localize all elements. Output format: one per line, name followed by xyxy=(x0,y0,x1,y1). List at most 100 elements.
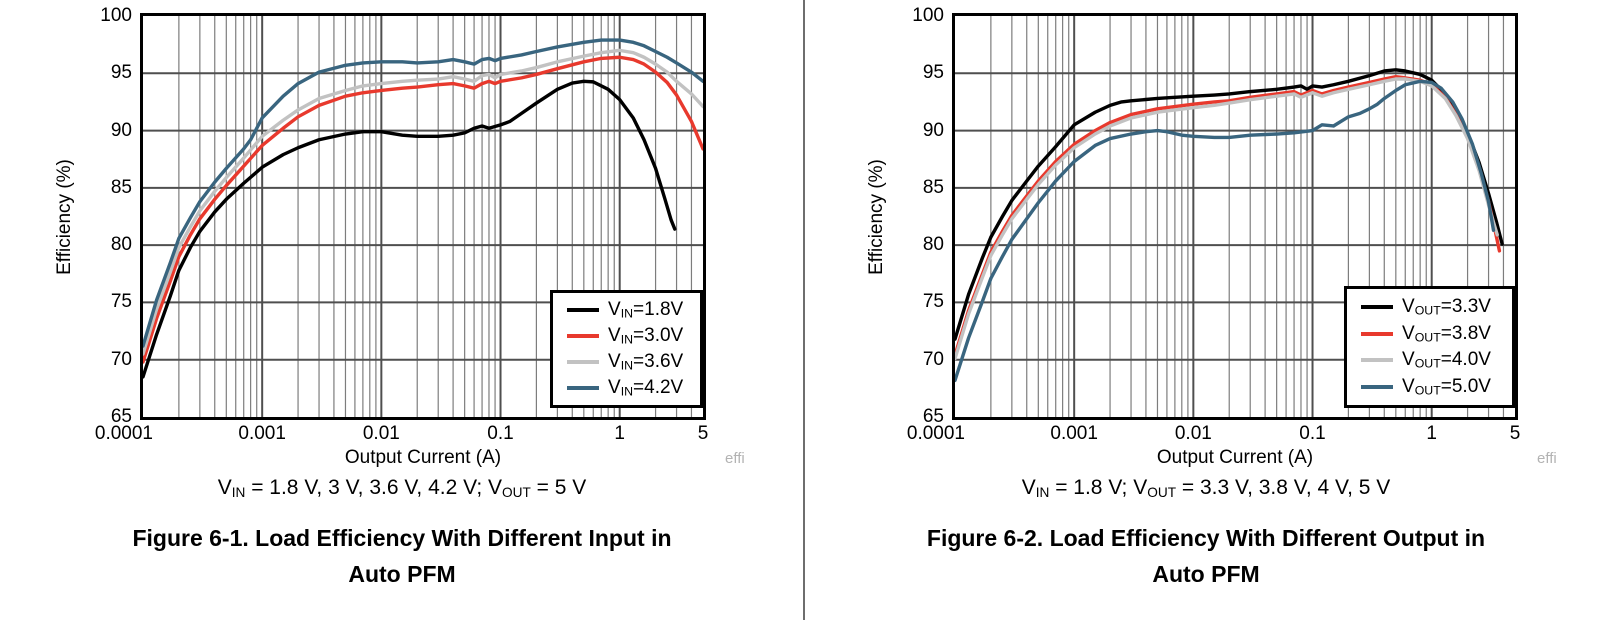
x-tick-label: 0.001 xyxy=(238,423,286,444)
y-tick-label: 80 xyxy=(110,234,132,256)
legend-item: VOUT=4.0V xyxy=(1351,349,1508,371)
subscript-text: OUT xyxy=(1147,485,1177,500)
legend-line-swatch xyxy=(1361,304,1393,309)
legend-label: VIN=4.2V xyxy=(608,377,683,399)
subscript-text: OUT xyxy=(502,485,531,500)
legend-line-swatch xyxy=(567,386,599,390)
label-text: =4.2V xyxy=(633,377,684,398)
label-text: =3.0V xyxy=(633,325,684,346)
subscript-text: IN xyxy=(620,358,634,373)
legend-line-swatch xyxy=(1361,331,1393,336)
label-text: =1.8V xyxy=(633,299,684,320)
label-text: =4.0V xyxy=(1440,349,1491,371)
label-text: V xyxy=(608,377,621,398)
x-axis-title: Output Current (A) xyxy=(1156,447,1314,468)
subscript-text: IN xyxy=(1035,485,1050,500)
y-tick-label: 65 xyxy=(922,406,944,427)
legend-label: VIN=1.8V xyxy=(608,299,683,321)
legend-line-swatch xyxy=(1361,358,1393,363)
label-text: = 1.8 V, 3 V, 3.6 V, 4.2 V; V xyxy=(245,476,503,499)
x-tick-label: 1 xyxy=(614,423,625,444)
y-tick-label: 100 xyxy=(100,5,132,26)
y-tick-label: 65 xyxy=(110,406,132,427)
x-tick-label: 0.01 xyxy=(362,423,400,444)
label-text: V xyxy=(608,351,621,372)
x-tick-label: 1 xyxy=(1426,423,1437,444)
label-text: =3.6V xyxy=(633,351,684,372)
legend-label: VOUT=5.0V xyxy=(1402,376,1491,398)
x-tick-label: 0.001 xyxy=(1050,423,1098,444)
series-line-vin-3.0v xyxy=(143,55,703,364)
label-text: V xyxy=(608,299,621,320)
figure-title: Figure 6-1. Load Efficiency With Differe… xyxy=(0,520,804,592)
efficiency-chart xyxy=(140,13,706,420)
watermark-text: effi xyxy=(725,450,745,467)
legend-line-swatch xyxy=(567,308,599,312)
series-line-vout-5.0v xyxy=(955,79,1496,383)
label-text: =3.3V xyxy=(1440,295,1491,317)
y-tick-label: 95 xyxy=(922,62,944,84)
y-tick-label: 95 xyxy=(110,62,132,84)
y-tick-label: 85 xyxy=(922,176,944,198)
y-tick-label: 70 xyxy=(922,348,944,370)
label-text: =5.0V xyxy=(1440,376,1491,398)
legend-line-swatch xyxy=(1361,385,1393,390)
x-tick-label: 0.0001 xyxy=(94,423,153,444)
column-divider xyxy=(803,0,805,620)
x-axis-title: Output Current (A) xyxy=(344,447,502,468)
series-line-vout-4.0v xyxy=(955,77,1499,361)
legend-item: VIN=3.6V xyxy=(557,351,696,373)
legend-item: VIN=1.8V xyxy=(557,299,696,321)
label-text: V xyxy=(1402,322,1415,344)
figure-title-line1: Figure 6-2. Load Efficiency With Differe… xyxy=(926,525,1486,551)
figure-6-1-panel: Efficiency (%) 100 95 90 85 80 75 70 65 0.0001 0… xyxy=(0,5,804,592)
label-text: = 5 V xyxy=(530,476,587,499)
subscript-text: OUT xyxy=(1414,383,1441,398)
legend-item: VIN=3.0V xyxy=(557,325,696,347)
plot-border xyxy=(952,13,1518,420)
legend-label: VOUT=4.0V xyxy=(1402,349,1491,371)
subscript-text: IN xyxy=(620,384,634,399)
legend-line-swatch xyxy=(567,360,599,364)
legend: VIN=1.8V VIN=3.0V VIN=3.6V VIN=4.2V xyxy=(550,290,703,408)
label-text: =3.8V xyxy=(1440,322,1491,344)
figure-title: Figure 6-2. Load Efficiency With Differe… xyxy=(804,520,1608,592)
x-tick-label: 0.01 xyxy=(1174,423,1212,444)
figure-6-2-panel: Efficiency (%) 100 95 90 85 80 75 70 65 0.0001 0… xyxy=(804,0,1608,620)
label-text: V xyxy=(217,476,232,499)
label-text: V xyxy=(608,325,621,346)
label-text: V xyxy=(1402,295,1415,317)
legend-label: VIN=3.6V xyxy=(608,351,683,373)
test-condition: VIN = 1.8 V; VOUT = 3.3 V, 3.8 V, 4 V, 5… xyxy=(804,476,1608,500)
y-tick-label: 75 xyxy=(922,291,944,313)
legend-item: VOUT=3.8V xyxy=(1351,323,1508,345)
subscript-text: IN xyxy=(620,332,634,347)
legend-item: VIN=4.2V xyxy=(557,377,696,399)
label-text: = 1.8 V; V xyxy=(1049,476,1148,499)
label-text: = 3.3 V, 3.8 V, 4 V, 5 V xyxy=(1176,476,1391,499)
label-text: V xyxy=(1021,476,1036,499)
legend-label: VIN=3.0V xyxy=(608,325,683,347)
x-tick-label: 5 xyxy=(697,423,709,444)
x-tick-label: 0.1 xyxy=(1299,423,1326,444)
figure-title-line1: Figure 6-1. Load Efficiency With Differe… xyxy=(132,525,672,551)
y-tick-label: 75 xyxy=(110,291,132,313)
legend-item: VOUT=5.0V xyxy=(1351,376,1508,398)
legend: VOUT=3.3V VOUT=3.8V VOUT=4.0V VOUT=5.0V xyxy=(1344,286,1515,408)
x-tick-label: 5 xyxy=(1509,423,1521,444)
y-tick-label: 90 xyxy=(922,119,944,141)
legend-line-swatch xyxy=(567,334,599,338)
y-tick-label: 70 xyxy=(110,348,132,370)
subscript-text: OUT xyxy=(1414,357,1441,372)
series-line-vin-3.6v xyxy=(143,48,703,356)
label-text: V xyxy=(1402,376,1415,398)
y-tick-label: 85 xyxy=(110,176,132,198)
legend-label: VOUT=3.8V xyxy=(1402,323,1491,345)
series-line-vin-4.2v xyxy=(143,38,703,348)
y-tick-label: 90 xyxy=(110,119,132,141)
x-tick-label: 0.0001 xyxy=(906,423,965,444)
subscript-text: OUT xyxy=(1414,303,1441,318)
watermark-text: effi xyxy=(1537,450,1557,467)
x-tick-label: 0.1 xyxy=(487,423,514,444)
